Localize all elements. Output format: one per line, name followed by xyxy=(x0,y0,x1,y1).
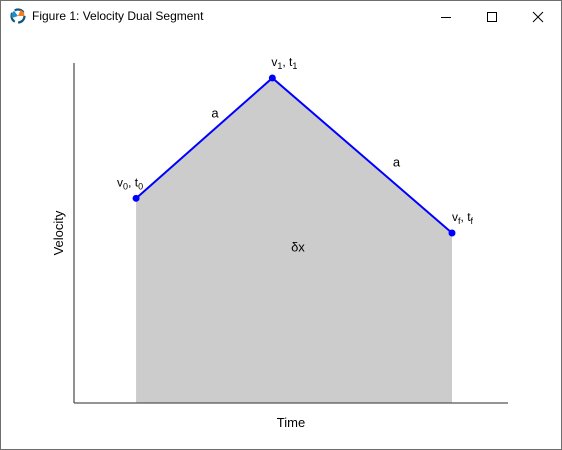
close-icon xyxy=(532,11,544,22)
data-point xyxy=(132,194,140,202)
segment-label: a xyxy=(211,105,219,120)
displacement-area xyxy=(136,77,453,404)
maximize-icon xyxy=(487,11,497,22)
point-label: v1, t1 xyxy=(271,55,297,71)
y-axis-label: Velocity xyxy=(51,210,66,255)
x-axis-label: Time xyxy=(277,415,305,430)
close-button[interactable] xyxy=(515,1,561,32)
matplotlib-logo-icon xyxy=(10,8,26,24)
title-bar[interactable]: Figure 1: Velocity Dual Segment xyxy=(1,1,561,32)
data-points xyxy=(132,74,456,237)
minimize-button[interactable] xyxy=(423,1,469,32)
window-title: Figure 1: Velocity Dual Segment xyxy=(32,9,204,23)
annotations: v0, t0 v1, t1 vf, tf a a xyxy=(117,55,473,226)
minimize-icon xyxy=(441,16,451,18)
data-point xyxy=(268,74,276,82)
point-label: vf, tf xyxy=(452,210,474,226)
segment-label: a xyxy=(393,155,401,170)
area-label: δx xyxy=(291,240,305,255)
data-point xyxy=(448,229,456,237)
maximize-button[interactable] xyxy=(469,1,515,32)
velocity-chart: v0, t0 v1, t1 vf, tf a a δx Time Velocity xyxy=(51,55,508,430)
point-label: v0, t0 xyxy=(117,175,143,191)
